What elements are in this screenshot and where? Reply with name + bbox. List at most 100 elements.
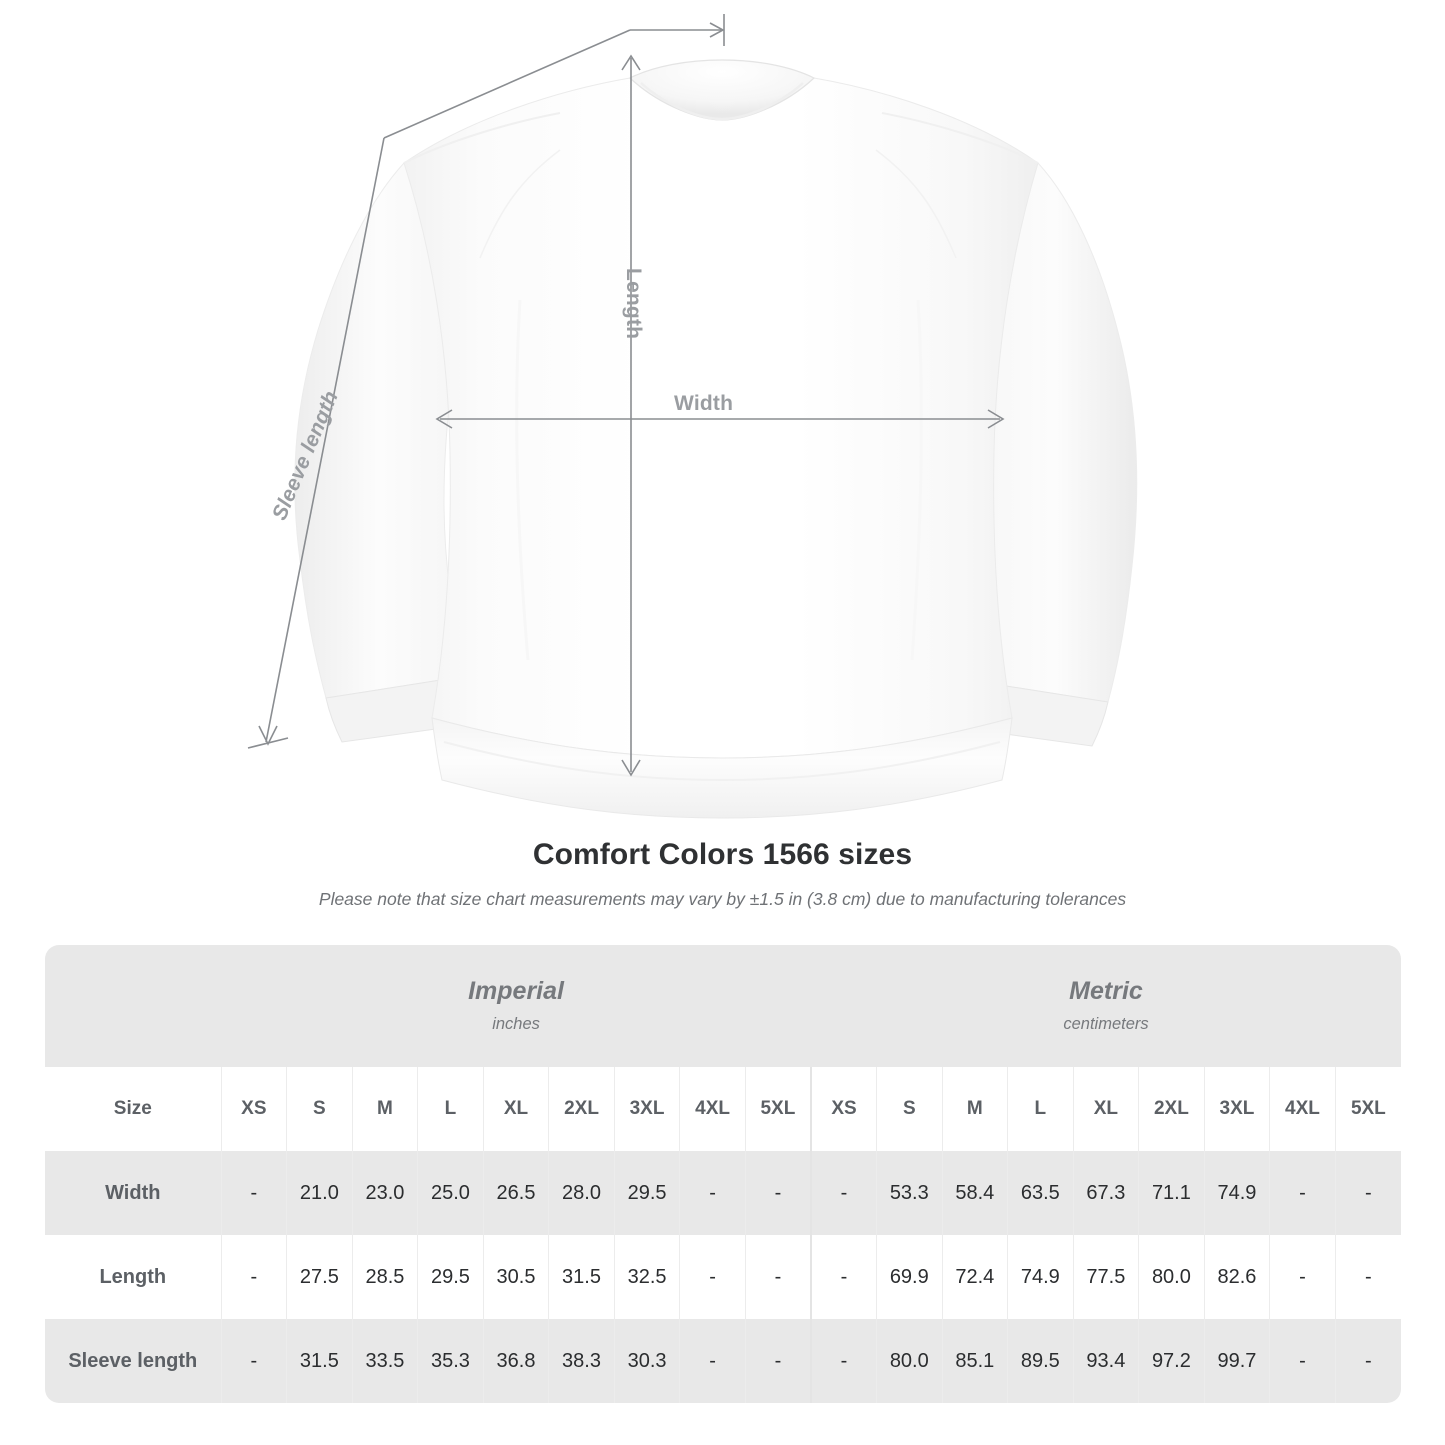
- unit-name-imperial: Imperial: [468, 977, 564, 1006]
- cell-length-met-l: 74.9: [1007, 1235, 1074, 1319]
- cell-sleeve-met-4xl: -: [1269, 1319, 1336, 1403]
- size-header-met-l: L: [1007, 1067, 1074, 1151]
- size-header-met-5xl: 5XL: [1334, 1067, 1401, 1151]
- table-row: Length - 27.5 28.5 29.5 30.5 31.5 32.5 -…: [45, 1235, 1401, 1319]
- cell-sleeve-imp-5xl: -: [744, 1319, 811, 1403]
- row-label-width: Width: [45, 1151, 222, 1235]
- unit-cell-imperial: Imperial inches: [221, 945, 811, 1067]
- size-header-imp-l: L: [417, 1067, 484, 1151]
- cell-sleeve-imp-4xl: -: [679, 1319, 746, 1403]
- cell-length-met-m: 72.4: [941, 1235, 1008, 1319]
- unit-band-spacer: [45, 945, 222, 1067]
- size-header-met-s: S: [876, 1067, 943, 1151]
- cell-length-imp-m: 28.5: [351, 1235, 418, 1319]
- cell-sleeve-met-m: 85.1: [941, 1319, 1008, 1403]
- unit-sub-metric: centimeters: [1063, 1014, 1149, 1033]
- size-header-imp-5xl: 5XL: [744, 1067, 811, 1151]
- size-header-label: Size: [45, 1067, 222, 1151]
- cell-width-imp-2xl: 28.0: [548, 1151, 615, 1235]
- unit-cell-metric: Metric centimeters: [810, 945, 1401, 1067]
- garment-diagram: Width Length Sleeve length: [247, 14, 1138, 819]
- sleeve-length-dimension: [247, 14, 725, 749]
- cell-width-imp-3xl: 29.5: [613, 1151, 680, 1235]
- size-header-met-2xl: 2XL: [1138, 1067, 1205, 1151]
- width-dimension: [435, 409, 1005, 429]
- cell-length-met-5xl: -: [1334, 1235, 1401, 1319]
- cell-sleeve-imp-l: 35.3: [417, 1319, 484, 1403]
- row-label-length: Length: [45, 1235, 222, 1319]
- page-title: Comfort Colors 1566 sizes: [532, 838, 913, 871]
- cell-length-met-s: 69.9: [876, 1235, 943, 1319]
- unit-sub-imperial: inches: [492, 1014, 540, 1033]
- cell-width-imp-l: 25.0: [417, 1151, 484, 1235]
- length-dimension: [621, 54, 641, 777]
- length-dimension-label: Length: [622, 268, 645, 340]
- cell-sleeve-met-l: 89.5: [1007, 1319, 1074, 1403]
- cell-sleeve-imp-s: 31.5: [286, 1319, 353, 1403]
- size-header-met-4xl: 4XL: [1269, 1067, 1336, 1151]
- unit-name-metric: Metric: [1069, 977, 1143, 1006]
- cell-length-imp-3xl: 32.5: [613, 1235, 680, 1319]
- cell-sleeve-met-s: 80.0: [876, 1319, 943, 1403]
- tolerance-note: Please note that size chart measurements…: [318, 889, 1127, 909]
- cell-length-imp-5xl: -: [744, 1235, 811, 1319]
- cell-length-met-3xl: 82.6: [1203, 1235, 1270, 1319]
- cell-width-imp-5xl: -: [744, 1151, 811, 1235]
- unit-band-row: Imperial inches Metric centimeters: [45, 945, 1401, 1067]
- cell-sleeve-imp-xl: 36.8: [482, 1319, 549, 1403]
- table-row: Sleeve length - 31.5 33.5 35.3 36.8 38.3…: [45, 1319, 1401, 1403]
- cell-width-met-xs: -: [809, 1151, 877, 1235]
- cell-sleeve-met-2xl: 97.2: [1138, 1319, 1205, 1403]
- cell-sleeve-met-5xl: -: [1334, 1319, 1401, 1403]
- cell-length-met-4xl: -: [1269, 1235, 1336, 1319]
- size-table: Imperial inches Metric centimeters Size …: [45, 945, 1401, 1403]
- cell-width-met-xl: 67.3: [1072, 1151, 1139, 1235]
- width-dimension-label: Width: [674, 392, 734, 415]
- table-row: Width - 21.0 23.0 25.0 26.5 28.0 29.5 - …: [45, 1151, 1401, 1235]
- cell-sleeve-imp-3xl: 30.3: [613, 1319, 680, 1403]
- cell-length-met-xs: -: [809, 1235, 877, 1319]
- size-header-met-m: M: [941, 1067, 1008, 1151]
- cell-length-imp-xl: 30.5: [482, 1235, 549, 1319]
- cell-length-imp-l: 29.5: [417, 1235, 484, 1319]
- size-header-met-3xl: 3XL: [1203, 1067, 1270, 1151]
- cell-sleeve-imp-xs: -: [220, 1319, 287, 1403]
- cell-width-imp-m: 23.0: [351, 1151, 418, 1235]
- cell-length-met-xl: 77.5: [1072, 1235, 1139, 1319]
- cell-sleeve-imp-m: 33.5: [351, 1319, 418, 1403]
- size-header-imp-xl: XL: [482, 1067, 549, 1151]
- cell-sleeve-met-xs: -: [809, 1319, 877, 1403]
- cell-width-met-m: 58.4: [941, 1151, 1008, 1235]
- row-label-sleeve-length: Sleeve length: [45, 1319, 222, 1403]
- size-header-imp-4xl: 4XL: [679, 1067, 746, 1151]
- cell-length-met-2xl: 80.0: [1138, 1235, 1205, 1319]
- size-table-wrapper: Imperial inches Metric centimeters Size …: [45, 945, 1401, 1403]
- cell-sleeve-imp-2xl: 38.3: [548, 1319, 615, 1403]
- cell-sleeve-met-3xl: 99.7: [1203, 1319, 1270, 1403]
- size-header-met-xl: XL: [1072, 1067, 1139, 1151]
- size-header-imp-3xl: 3XL: [613, 1067, 680, 1151]
- size-header-imp-s: S: [286, 1067, 353, 1151]
- size-header-imp-2xl: 2XL: [548, 1067, 615, 1151]
- cell-length-imp-4xl: -: [679, 1235, 746, 1319]
- cell-width-imp-xl: 26.5: [482, 1151, 549, 1235]
- cell-width-met-3xl: 74.9: [1203, 1151, 1270, 1235]
- size-header-met-xs: XS: [809, 1067, 877, 1151]
- cell-width-imp-s: 21.0: [286, 1151, 353, 1235]
- cell-length-imp-2xl: 31.5: [548, 1235, 615, 1319]
- cell-width-met-4xl: -: [1269, 1151, 1336, 1235]
- cell-width-imp-4xl: -: [679, 1151, 746, 1235]
- cell-width-imp-xs: -: [220, 1151, 287, 1235]
- cell-width-met-2xl: 71.1: [1138, 1151, 1205, 1235]
- cell-width-met-s: 53.3: [876, 1151, 943, 1235]
- cell-length-imp-s: 27.5: [286, 1235, 353, 1319]
- size-header-imp-m: M: [351, 1067, 418, 1151]
- sweatshirt-illustration: [294, 59, 1138, 819]
- size-header-imp-xs: XS: [220, 1067, 287, 1151]
- cell-length-imp-xs: -: [220, 1235, 287, 1319]
- cell-width-met-5xl: -: [1334, 1151, 1401, 1235]
- cell-width-met-l: 63.5: [1007, 1151, 1074, 1235]
- title-block: Comfort Colors 1566 sizes Please note th…: [0, 838, 1445, 910]
- size-header-row: Size XS S M L XL 2XL 3XL 4XL 5XL XS S M …: [45, 1067, 1401, 1151]
